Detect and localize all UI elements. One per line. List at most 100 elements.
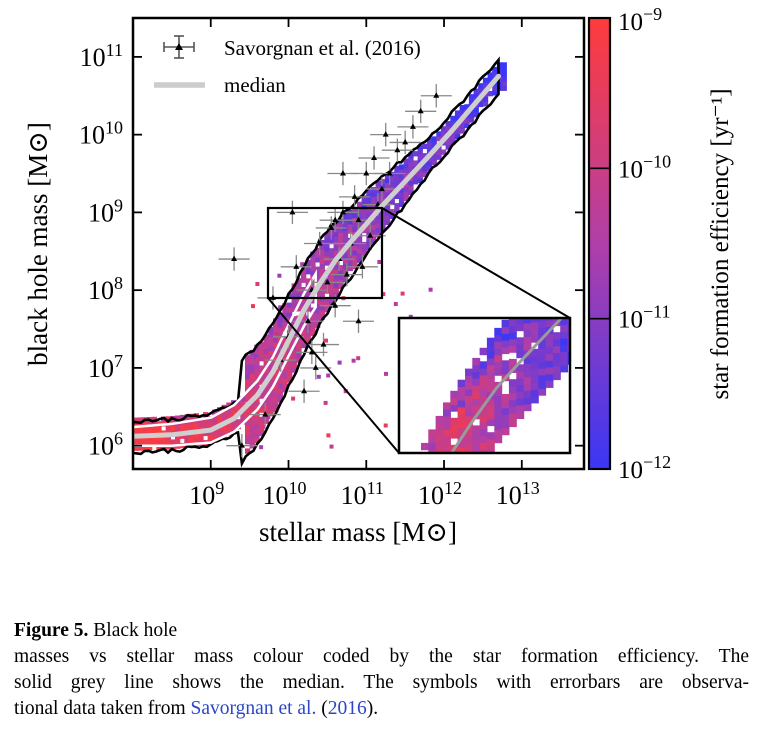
inset-cell: [443, 409, 451, 417]
inset-cell: [560, 291, 568, 298]
density-cell: [301, 268, 307, 274]
density-cell: [235, 419, 241, 425]
density-cell: [240, 414, 246, 420]
density-cell: [487, 77, 493, 83]
density-cell: [287, 363, 293, 369]
density-cell: [366, 193, 372, 199]
density-cell: [291, 348, 297, 354]
inset-cell: [479, 388, 488, 396]
density-cell: [487, 91, 493, 97]
observation-marker: [363, 170, 370, 176]
density-cell: [473, 112, 479, 118]
density-cell: [277, 392, 283, 398]
density-cell: [245, 355, 251, 361]
density-cell: [133, 422, 139, 428]
density-cell: [291, 306, 297, 312]
density-cell: [408, 152, 414, 158]
inset-cell: [486, 398, 495, 406]
density-cell: [226, 402, 232, 408]
density-cell: [296, 348, 302, 354]
density-cell: [361, 241, 367, 248]
density-cell: [482, 96, 489, 102]
inset-cell: [508, 392, 517, 401]
density-cell: [333, 292, 339, 298]
inset-cell: [486, 418, 495, 427]
density-cell: [417, 177, 423, 183]
observation-marker: [371, 154, 378, 160]
inset-cell: [428, 429, 437, 437]
density-cell: [394, 193, 400, 199]
inset-cell: [465, 429, 473, 437]
density-cell: [319, 300, 325, 306]
inset-cell: [538, 388, 547, 396]
y-tick-label: 109: [88, 195, 123, 227]
density-cell: [352, 245, 358, 251]
caption-line-1: Figure 5. Black hole: [14, 618, 749, 644]
density-cell: [296, 324, 302, 331]
density-cell: [400, 291, 405, 296]
inset-cell: [406, 483, 414, 490]
density-cell: [342, 221, 349, 227]
density-cell: [356, 220, 363, 226]
density-cell: [398, 192, 405, 198]
density-cell: [422, 153, 428, 159]
observation-marker: [328, 224, 335, 230]
density-cell: [370, 238, 377, 244]
density-cell: [212, 418, 218, 425]
density-cell: [408, 157, 414, 163]
inset-cell: [399, 564, 407, 571]
density-cell: [310, 298, 316, 304]
inset-cell: [472, 405, 481, 413]
density-cell: [338, 232, 344, 238]
colorbar-tick-label: 10−9: [618, 4, 662, 36]
inset-cell: [428, 449, 437, 453]
density-cell: [356, 234, 363, 240]
inset-cell: [546, 279, 554, 286]
inset-cell: [501, 333, 510, 341]
observation-marker: [351, 193, 358, 199]
inset-cell: [508, 406, 517, 414]
caption-paren-close: ).: [366, 698, 379, 719]
citation-link[interactable]: Savorgnan et al.: [190, 698, 317, 719]
density-cell: [245, 425, 251, 431]
density-cell: [179, 424, 185, 430]
density-cell: [249, 387, 255, 393]
density-cell: [249, 373, 255, 379]
x-tick-label: 1011: [341, 478, 384, 510]
density-cell: [217, 416, 223, 422]
density-cell: [393, 302, 398, 306]
inset-cell: [465, 470, 473, 477]
citation-year-link[interactable]: 2016: [327, 698, 367, 719]
inset-cell: [457, 386, 466, 394]
density-cell: [329, 444, 334, 449]
inset-cell: [399, 578, 407, 585]
density-cell: [492, 66, 498, 73]
density-cell: [198, 422, 204, 428]
inset-cell: [538, 327, 547, 335]
inset-median-line: [449, 318, 564, 453]
inset-cell: [494, 415, 503, 423]
density-cell: [324, 302, 330, 308]
density-cell: [277, 313, 283, 319]
density-cell: [310, 270, 316, 276]
density-cell: [189, 432, 195, 438]
density-cell: [366, 207, 372, 213]
inset-cell: [516, 310, 524, 317]
inset-cell: [508, 419, 517, 428]
observation-point: [374, 161, 406, 186]
inset-cell: [545, 373, 554, 382]
density-cell: [324, 237, 330, 243]
observation-point: [370, 122, 402, 147]
density-cell: [347, 214, 353, 220]
density-cell: [501, 85, 507, 91]
observation-point: [249, 402, 281, 427]
density-cell: [296, 306, 302, 312]
density-cell: [417, 168, 423, 174]
observation-marker: [378, 185, 385, 192]
inset-cell: [494, 334, 503, 342]
inset-cell: [428, 436, 437, 444]
density-cell: [245, 406, 251, 412]
inset-cell: [450, 458, 458, 465]
density-cell: [403, 163, 409, 169]
density-cell: [384, 371, 388, 376]
